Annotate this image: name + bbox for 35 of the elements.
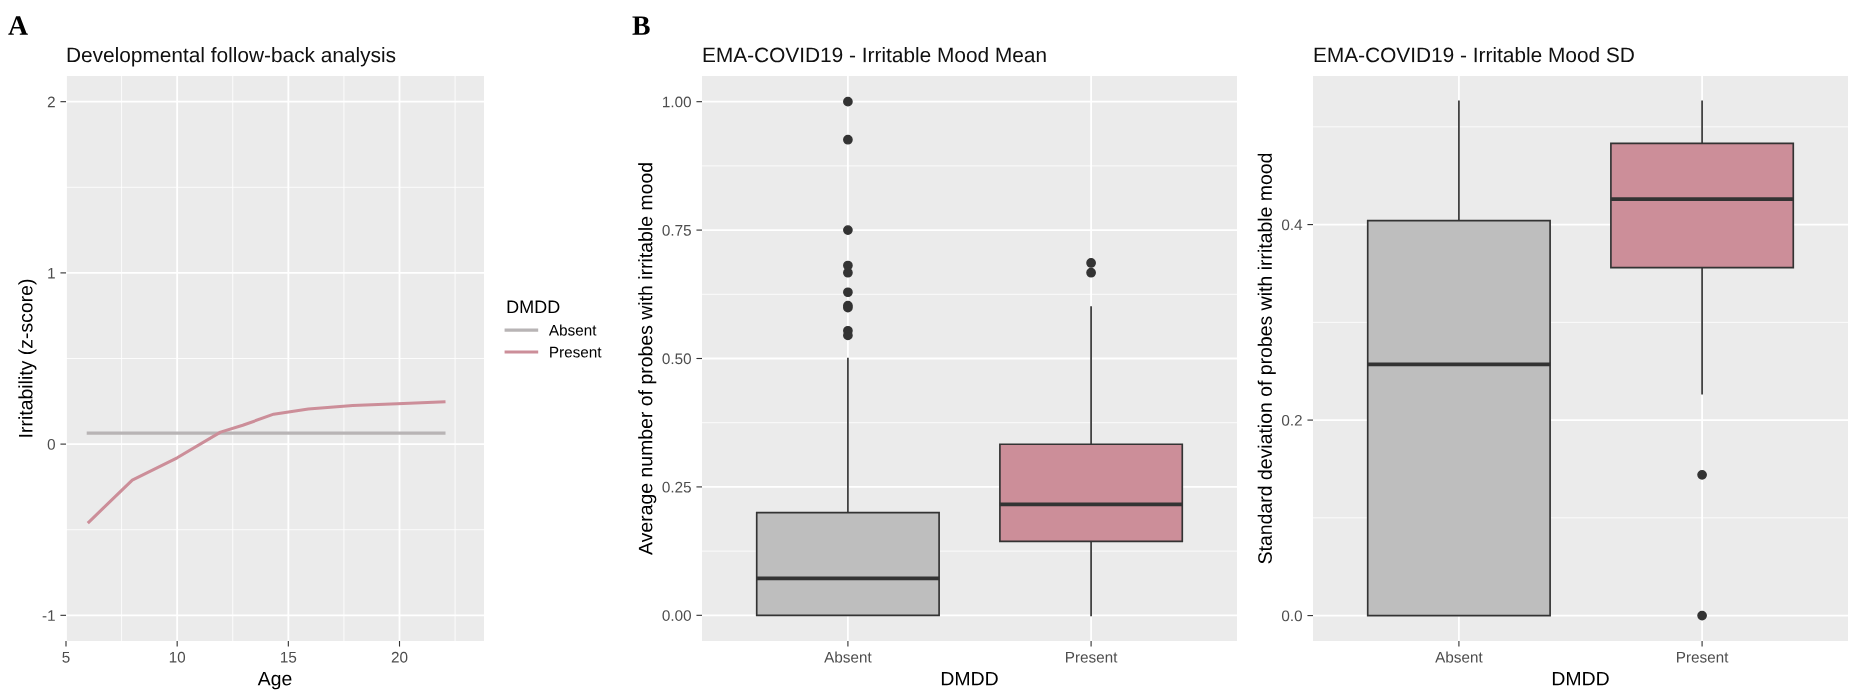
x-axis-title: DMDD	[941, 671, 998, 686]
chart-title: EMA-COVID19 - Irritable Mood Mean	[703, 47, 1046, 63]
y-tick-label: 0.00	[662, 610, 691, 621]
text: A	[8, 16, 28, 35]
x-tick-label: 10	[169, 651, 186, 663]
y-tick-label: 0	[47, 438, 55, 450]
text: B	[632, 16, 650, 35]
y-tick-label: -1	[42, 610, 55, 621]
x-tick-label: 15	[281, 651, 297, 663]
legend-label: Absent	[548, 324, 597, 336]
x-tick-label: Absent	[1435, 651, 1483, 663]
legend-label: Present	[550, 346, 602, 358]
x-tick-label: 5	[62, 651, 70, 663]
x-axis-title: Age	[257, 671, 292, 690]
y-tick-label: 2	[47, 96, 55, 108]
chart-title: Developmental follow-back analysis	[67, 47, 396, 67]
y-tick-label: 0.0	[1281, 610, 1302, 622]
y-tick-label: 1	[48, 267, 55, 279]
y-tick-label: 1.00	[663, 96, 691, 108]
x-tick-label: Absent	[824, 651, 872, 663]
chart-title: EMA-COVID19 - Irritable Mood SD	[1314, 47, 1634, 63]
y-axis-title: Standard deviation of probes with irritable mood	[1257, 153, 1276, 564]
y-tick-label: 0.2	[1281, 414, 1302, 426]
legend-title: DMDD	[507, 300, 560, 314]
y-tick-label: 0.25	[662, 481, 691, 493]
y-tick-label: 0.75	[662, 224, 691, 236]
x-tick-label: 20	[391, 651, 408, 663]
y-axis-title: Irritability (z-score)	[18, 279, 37, 437]
line-series	[87, 400, 446, 524]
y-tick-label: 0.50	[662, 353, 691, 365]
x-axis-title: DMDD	[1552, 671, 1609, 686]
x-tick-label: Present	[1677, 651, 1729, 663]
x-tick-label: Present	[1066, 651, 1118, 663]
y-tick-label: 0.4	[1281, 219, 1303, 231]
y-axis-title: Average number of probes with irritable mood	[638, 163, 657, 555]
